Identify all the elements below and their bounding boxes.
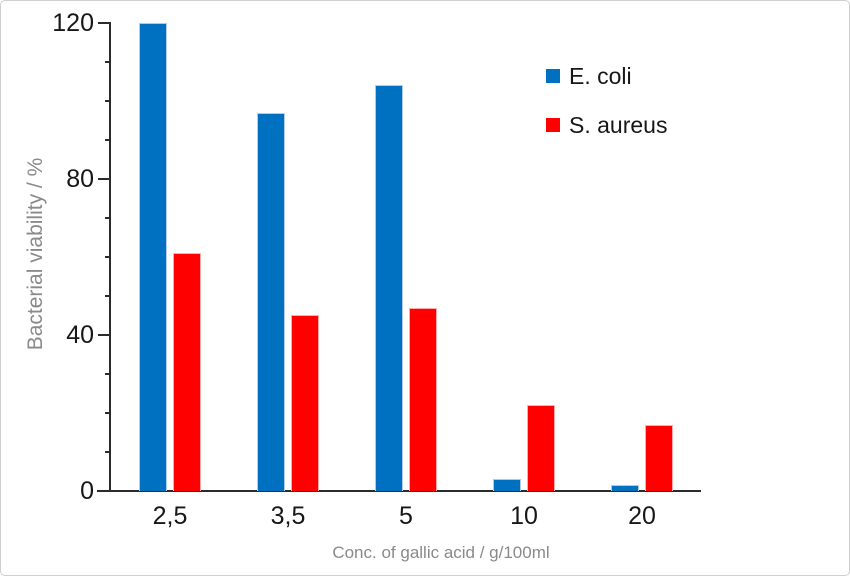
y-axis-minor-tick [105,256,110,258]
y-axis-tick-label: 0 [80,477,94,505]
y-axis-major-tick [98,178,111,180]
legend-label-saureus: S. aureus [569,111,668,138]
bar-ecoli-5 [375,85,403,491]
y-axis-minor-tick [105,61,110,63]
bar-saureus-3,5 [291,315,319,491]
bar-saureus-20 [645,425,673,491]
x-axis-line [97,490,701,492]
legend-label-ecoli: E. coli [569,62,632,89]
x-axis-category-label: 5 [399,502,413,530]
legend: E. coli S. aureus [546,62,667,160]
bar-saureus-2,5 [173,253,201,491]
x-axis-category-label: 20 [628,502,656,530]
y-axis-tick-label: 120 [52,9,94,37]
y-axis-minor-tick [105,373,110,375]
x-axis-category-label: 3,5 [270,502,306,530]
y-axis-minor-tick [105,100,110,102]
bar-ecoli-2,5 [139,23,167,491]
bar-ecoli-10 [493,479,521,491]
legend-item-saureus: S. aureus [546,111,667,139]
y-axis-major-tick [98,490,111,492]
y-axis-minor-tick [105,412,110,414]
y-axis-minor-tick [105,217,110,219]
y-axis-minor-tick [105,139,110,141]
x-axis-category-label: 2,5 [152,502,188,530]
y-axis-line [109,23,111,491]
bar-saureus-5 [409,308,437,491]
legend-swatch-saureus [546,118,560,132]
y-axis-major-tick [98,22,111,24]
y-axis-tick-label: 80 [66,165,94,193]
legend-item-ecoli: E. coli [546,62,667,90]
bar-ecoli-20 [611,485,639,491]
legend-swatch-ecoli [546,69,560,83]
bar-ecoli-3,5 [257,113,285,491]
x-axis-category-label: 10 [510,502,538,530]
y-axis-minor-tick [105,295,110,297]
bar-saureus-10 [527,405,555,491]
y-axis-major-tick [98,334,111,336]
x-axis-title: Conc. of gallic acid / g/100ml [332,543,550,562]
y-axis-minor-tick [105,451,110,453]
y-axis-tick-label: 40 [66,321,94,349]
